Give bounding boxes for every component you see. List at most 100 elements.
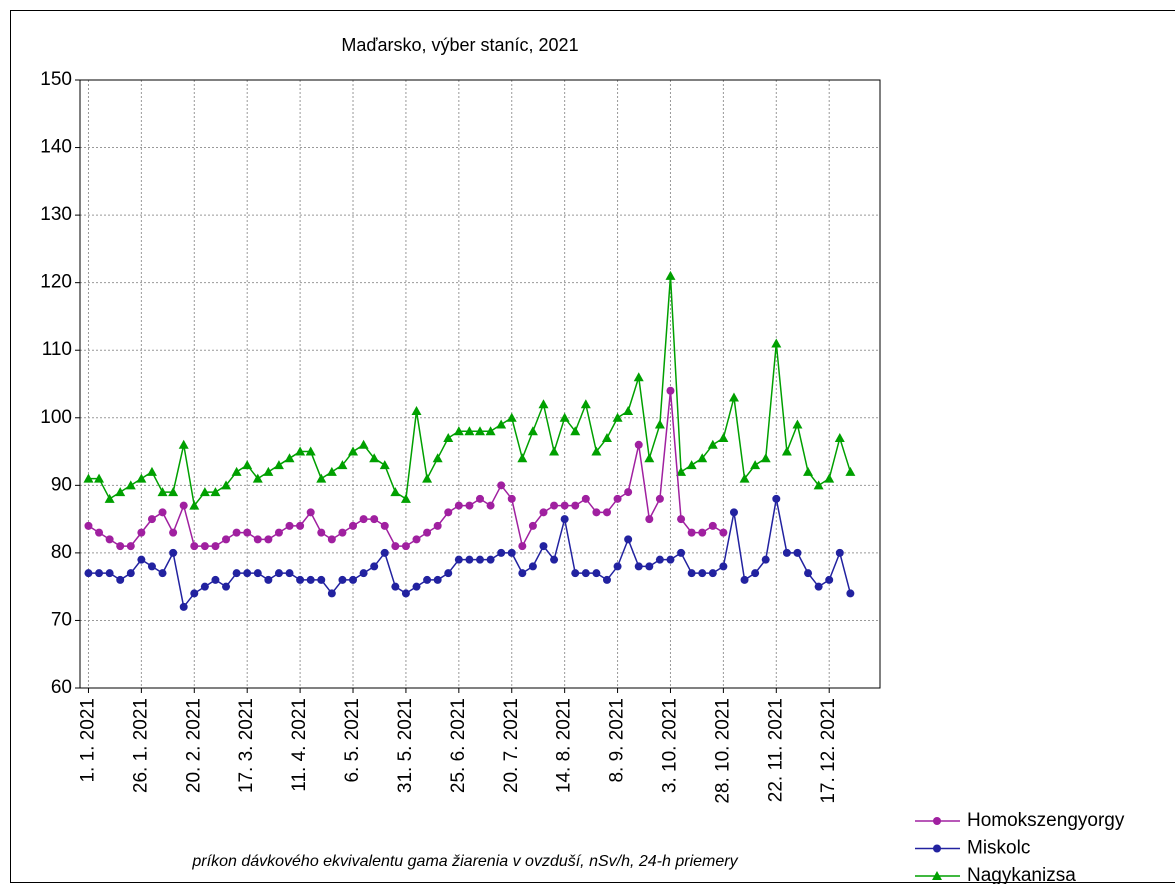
marker [137, 528, 146, 537]
marker [528, 562, 537, 571]
x-tick-label: 6. 5. 2021 [342, 698, 363, 783]
marker [338, 528, 347, 537]
marker [284, 453, 295, 463]
marker [337, 460, 348, 470]
marker [94, 473, 105, 483]
marker [232, 528, 241, 537]
marker [370, 562, 379, 571]
marker [825, 575, 834, 584]
marker [772, 494, 781, 503]
marker [168, 487, 179, 497]
marker [654, 419, 665, 429]
marker [486, 555, 495, 564]
marker [169, 548, 178, 557]
marker [824, 473, 835, 483]
marker [687, 569, 696, 578]
y-tick-label: 80 [51, 542, 72, 563]
marker [835, 548, 844, 557]
marker [158, 508, 167, 517]
marker [485, 426, 496, 436]
marker [326, 466, 337, 476]
x-axis-label: príkon dávkového ekvivalentu gama žiaren… [191, 853, 738, 870]
marker [190, 589, 199, 598]
chart-title: Maďarsko, výber staníc, 2021 [341, 35, 578, 55]
marker [570, 426, 581, 436]
marker [813, 480, 824, 490]
marker [295, 446, 306, 456]
marker [370, 515, 379, 524]
marker [158, 569, 167, 578]
marker [666, 386, 675, 395]
marker [728, 392, 739, 402]
marker [169, 528, 178, 537]
marker [422, 473, 433, 483]
marker [84, 521, 93, 530]
x-tick-label: 28. 10. 2021 [712, 698, 733, 804]
x-tick-label: 20. 2. 2021 [183, 698, 204, 793]
marker [412, 535, 421, 544]
marker [264, 535, 273, 544]
x-tick-label: 17. 3. 2021 [236, 698, 257, 793]
marker [476, 494, 484, 503]
marker [527, 426, 538, 436]
marker [804, 569, 813, 578]
marker [624, 535, 633, 544]
x-tick-label: 8. 9. 2021 [607, 698, 628, 783]
marker [602, 508, 611, 517]
marker [252, 473, 263, 483]
y-tick-label: 130 [40, 204, 72, 225]
marker [317, 575, 326, 584]
marker [391, 542, 400, 551]
marker [496, 419, 507, 429]
marker [423, 575, 432, 584]
marker [369, 453, 380, 463]
marker [454, 555, 463, 564]
marker [782, 548, 791, 557]
marker [761, 555, 770, 564]
marker [793, 548, 802, 557]
marker [146, 466, 157, 476]
x-tick-label: 1. 1. 2021 [77, 698, 98, 783]
marker [750, 460, 761, 470]
marker [708, 521, 717, 530]
x-tick-label: 11. 4. 2021 [289, 698, 310, 792]
marker [792, 419, 803, 429]
marker [655, 555, 664, 564]
x-tick-label: 3. 10. 2021 [659, 698, 680, 793]
marker [147, 562, 156, 571]
marker [222, 582, 231, 591]
marker [412, 582, 421, 591]
marker [83, 473, 94, 483]
marker [718, 433, 729, 443]
x-tick-label: 17. 12. 2021 [818, 698, 839, 804]
legend-label: Nagykanizsa [967, 865, 1076, 884]
marker [136, 473, 147, 483]
series-line [88, 275, 852, 508]
marker [601, 433, 612, 443]
marker [242, 460, 253, 470]
marker [707, 439, 718, 449]
marker [719, 528, 728, 537]
y-tick-label: 70 [51, 609, 72, 630]
marker [401, 542, 410, 551]
marker [274, 569, 283, 578]
marker [771, 338, 782, 348]
marker [273, 460, 284, 470]
marker [739, 473, 750, 483]
marker [602, 575, 611, 584]
x-tick-label: 26. 1. 2021 [130, 698, 151, 793]
marker [592, 569, 601, 578]
marker [581, 569, 590, 578]
marker [104, 493, 115, 503]
marker [507, 548, 516, 557]
marker [443, 433, 454, 443]
y-tick-label: 90 [51, 474, 72, 495]
marker [517, 453, 528, 463]
marker [613, 494, 622, 503]
legend-label: Homokszengyorgy [967, 810, 1125, 831]
marker [560, 515, 569, 524]
marker [411, 406, 422, 416]
marker [221, 480, 232, 490]
marker [623, 406, 634, 416]
